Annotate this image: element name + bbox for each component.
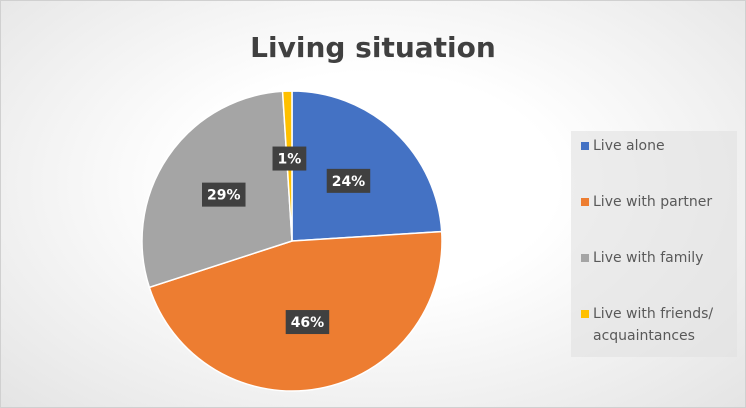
data-label-box <box>202 182 246 207</box>
legend-swatch <box>581 198 589 206</box>
legend-item: Live with family <box>579 247 743 269</box>
legend-swatch <box>581 310 589 318</box>
legend-item: Live with partner <box>579 191 743 213</box>
pie-slice <box>291 90 443 242</box>
legend-swatch <box>581 142 589 150</box>
data-label-text: 46% <box>291 315 325 331</box>
legend-label: Live with family <box>593 250 704 266</box>
legend-label: Live with partner <box>593 194 713 210</box>
data-label-box <box>326 168 371 193</box>
data-label: 1% <box>272 146 307 171</box>
legend-label: Live alone <box>593 138 665 154</box>
legend-swatch <box>581 254 589 262</box>
data-label: 24% <box>326 168 371 193</box>
legend-label: Live with friends/ acquaintances <box>593 306 714 344</box>
legend: Live alone Live with partner Live with fam… <box>571 131 737 357</box>
data-label-box <box>285 310 330 335</box>
data-label-text: 24% <box>332 174 366 190</box>
chart-title: Living situation <box>250 31 496 64</box>
legend-item: Live with friends/ acquaintances <box>579 303 743 347</box>
legend-item: Live alone <box>579 135 743 157</box>
data-label-text: 1% <box>278 152 302 168</box>
data-label: 46% <box>285 310 330 335</box>
data-label: 29% <box>202 182 246 207</box>
data-label-text: 29% <box>207 188 241 204</box>
data-label-box <box>272 146 307 171</box>
